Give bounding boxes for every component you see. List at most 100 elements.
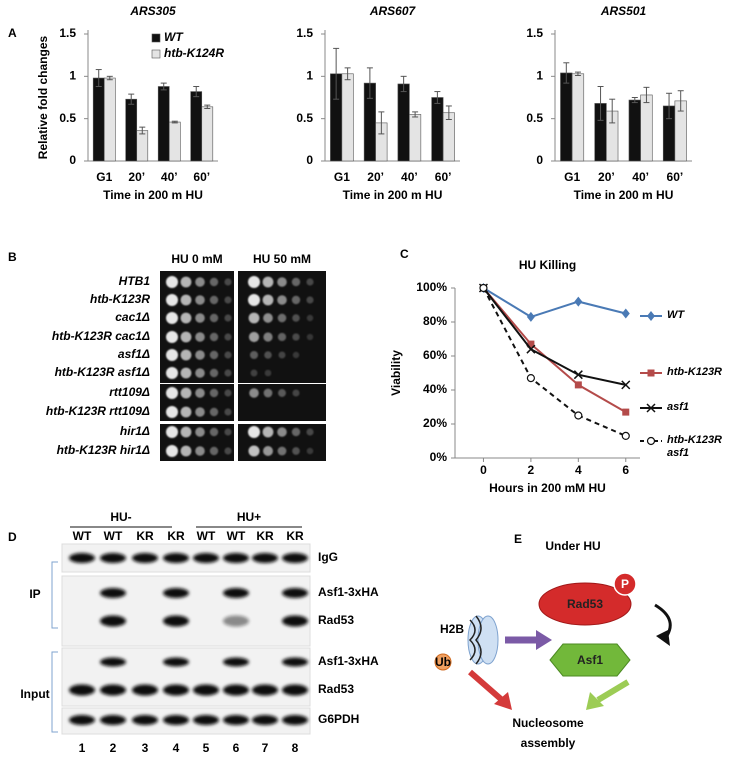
model-title: Under HU — [545, 539, 600, 553]
band — [163, 588, 189, 598]
spot — [263, 446, 273, 456]
spot — [248, 312, 260, 324]
error-bar — [445, 105, 452, 121]
point — [526, 344, 536, 354]
x-tick-label: 40’ — [401, 170, 418, 184]
y-tick-label: 1.5 — [296, 26, 313, 40]
x-tick-label: 0 — [480, 463, 487, 477]
spot — [262, 294, 274, 306]
band — [193, 715, 219, 725]
band — [132, 553, 158, 563]
lane-label: WT — [227, 529, 246, 543]
red-arrow — [468, 669, 504, 703]
band — [223, 657, 249, 667]
section-bracket — [51, 651, 58, 733]
y-axis-label: Viability — [389, 350, 403, 396]
band — [100, 715, 126, 725]
bar — [397, 83, 410, 162]
lane-label: KR — [256, 529, 274, 543]
spot — [248, 294, 260, 306]
band — [282, 684, 308, 696]
spot — [250, 369, 258, 377]
error-bar — [609, 98, 616, 124]
y-tick-label: 1.5 — [59, 26, 76, 40]
spot — [180, 367, 192, 379]
legend-label: htb-K123R asf1 — [667, 434, 723, 459]
spot — [209, 388, 219, 398]
spot — [166, 426, 178, 438]
panel-label: B — [8, 250, 17, 264]
spot — [224, 408, 232, 416]
x-tick-label: 40’ — [632, 170, 649, 184]
spot — [166, 387, 178, 399]
error-bar — [666, 92, 673, 120]
phospho-shape — [613, 572, 637, 596]
purple-arrowhead — [536, 630, 552, 650]
point — [574, 296, 583, 307]
point — [573, 370, 583, 380]
spot — [262, 426, 274, 438]
y-tick-label: 1.5 — [526, 26, 543, 40]
spot — [277, 427, 287, 437]
spot — [209, 277, 219, 287]
spot — [306, 428, 314, 436]
band — [193, 684, 219, 696]
band-label: G6PDH — [318, 712, 359, 726]
strain-label: htb-K123R — [90, 292, 150, 306]
spot — [263, 332, 273, 342]
x-tick-label: 20’ — [367, 170, 384, 184]
band — [282, 615, 308, 627]
blot-membrane — [61, 647, 311, 707]
spot — [278, 389, 286, 397]
spot — [209, 295, 219, 305]
lane-number: 1 — [79, 741, 86, 755]
error-bar — [95, 69, 102, 87]
bar — [125, 98, 138, 162]
legend-label: htb-K124R — [164, 46, 224, 60]
spot — [180, 445, 192, 457]
bar — [201, 106, 214, 162]
band — [223, 715, 249, 725]
bar — [103, 77, 116, 162]
chart-title: ARS305 — [129, 4, 176, 18]
band — [69, 715, 95, 725]
x-tick-label: 60’ — [435, 170, 452, 184]
lane-number: 5 — [203, 741, 210, 755]
spot — [224, 369, 232, 377]
spot — [291, 277, 301, 287]
band — [223, 684, 249, 696]
lane-number: 8 — [292, 741, 299, 755]
x-axis-label: Time in 200 m HU — [343, 188, 443, 202]
spot — [306, 333, 314, 341]
spot — [248, 445, 260, 457]
spot — [195, 427, 205, 437]
spot — [180, 349, 192, 361]
spot — [248, 331, 260, 343]
error-bar — [597, 85, 604, 121]
spot — [166, 294, 178, 306]
chart-title: HU Killing — [519, 258, 576, 272]
spot — [263, 388, 273, 398]
spot — [292, 447, 300, 455]
spot — [209, 332, 219, 342]
point — [622, 408, 630, 416]
error-bar — [193, 85, 200, 98]
legend-swatch — [151, 49, 161, 59]
point — [574, 411, 583, 420]
outcome-label: Nucleosome — [512, 716, 584, 730]
y-tick-label: 80% — [423, 314, 447, 328]
spot — [195, 277, 205, 287]
strain-label: rtt109Δ — [109, 385, 150, 399]
spot — [209, 313, 219, 323]
ub-label: Ub — [435, 655, 451, 669]
lane-number: 7 — [262, 741, 269, 755]
band — [100, 684, 126, 696]
x-tick-label: 2 — [528, 463, 535, 477]
x-tick-label: G1 — [564, 170, 580, 184]
bar — [136, 130, 149, 162]
group-label: HU- — [110, 510, 131, 524]
spot — [166, 367, 178, 379]
band — [132, 715, 158, 725]
spot — [224, 333, 232, 341]
